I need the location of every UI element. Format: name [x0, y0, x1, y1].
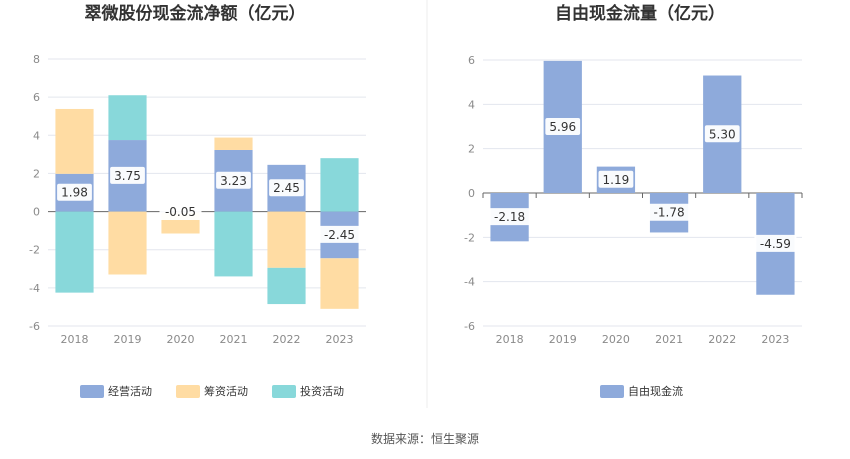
bar	[214, 211, 253, 277]
y-tick-label: -4	[464, 276, 475, 289]
chart-title: 翠微股份现金流净额（亿元）	[85, 3, 306, 24]
y-tick-label: -2	[464, 231, 475, 244]
cashflow-net-chart: 翠微股份现金流净额（亿元） -6 -4 -2 0 2 4 6 8 2018 1.98 2019 3.7…	[29, 3, 366, 398]
x-tick-label: 2018	[61, 333, 89, 346]
legend-label: 自由现金流	[628, 384, 683, 398]
data-label: 3.75	[114, 169, 141, 183]
x-tick-label: 2023	[761, 333, 789, 346]
y-tick-label: 2	[468, 143, 475, 156]
free-cashflow-chart: 自由现金流量（亿元） -6 -4 -2 0 2 4 6 2018 -2.18 2019 5.96 20…	[464, 3, 803, 398]
x-tick-label: 2019	[114, 333, 142, 346]
bar	[108, 211, 147, 275]
y-tick-label: -2	[29, 244, 40, 257]
x-tick-label: 2023	[326, 333, 354, 346]
bar	[320, 258, 359, 309]
bar	[267, 211, 306, 268]
data-label-background	[159, 203, 202, 221]
y-tick-label: -6	[464, 320, 475, 333]
x-tick-label: 2018	[496, 333, 524, 346]
y-tick-label: 0	[468, 187, 475, 200]
data-label-background	[57, 183, 92, 201]
data-label-background	[598, 170, 634, 188]
legend-label: 投资活动	[300, 384, 344, 398]
data-label-background	[754, 234, 797, 252]
data-label-background	[269, 179, 304, 197]
data-label: 5.30	[709, 127, 736, 141]
data-label-background	[110, 166, 145, 184]
y-tick-label: 4	[468, 98, 475, 111]
legend-label: 筹资活动	[204, 384, 248, 398]
y-tick-label: -4	[29, 282, 40, 295]
bar	[214, 137, 253, 150]
data-label: -1.78	[654, 206, 685, 220]
bar	[55, 211, 94, 293]
y-tick-label: -6	[29, 320, 40, 333]
data-label: -2.45	[324, 228, 355, 242]
bar	[55, 108, 94, 174]
bar	[320, 158, 359, 212]
x-tick-label: 2020	[602, 333, 630, 346]
x-tick-label: 2021	[655, 333, 683, 346]
data-source-note: 数据来源：恒生聚源	[371, 431, 479, 446]
legend-swatch	[80, 385, 104, 398]
x-tick-label: 2020	[167, 333, 195, 346]
x-tick-label: 2021	[220, 333, 248, 346]
data-label: 3.23	[220, 174, 247, 188]
chart-title: 自由现金流量（亿元）	[555, 3, 725, 24]
bar	[108, 95, 147, 141]
y-tick-label: 8	[33, 53, 40, 66]
y-tick-label: 4	[33, 129, 40, 142]
y-tick-label: 6	[33, 91, 40, 104]
legend-swatch	[176, 385, 200, 398]
data-label-background	[216, 171, 251, 189]
data-label-background	[704, 125, 740, 143]
x-tick-label: 2019	[549, 333, 577, 346]
data-label-background	[648, 203, 691, 221]
x-tick-label: 2022	[708, 333, 736, 346]
data-label: 5.96	[549, 120, 576, 134]
y-tick-label: 2	[33, 167, 40, 180]
x-tick-label: 2022	[273, 333, 301, 346]
data-label: 1.98	[61, 186, 88, 200]
data-label: -0.05	[165, 205, 196, 219]
bar	[267, 267, 306, 305]
data-label-background	[318, 225, 361, 243]
data-label: -2.18	[494, 210, 525, 224]
y-tick-label: 0	[33, 206, 40, 219]
data-label-background	[545, 117, 581, 135]
data-label: -4.59	[760, 237, 791, 251]
legend-label: 经营活动	[108, 384, 152, 398]
data-label: 1.19	[603, 173, 630, 187]
data-label: 2.45	[273, 181, 300, 195]
legend-swatch	[272, 385, 296, 398]
data-label-background	[488, 208, 531, 226]
legend-swatch	[600, 385, 624, 398]
y-tick-label: 6	[468, 54, 475, 67]
